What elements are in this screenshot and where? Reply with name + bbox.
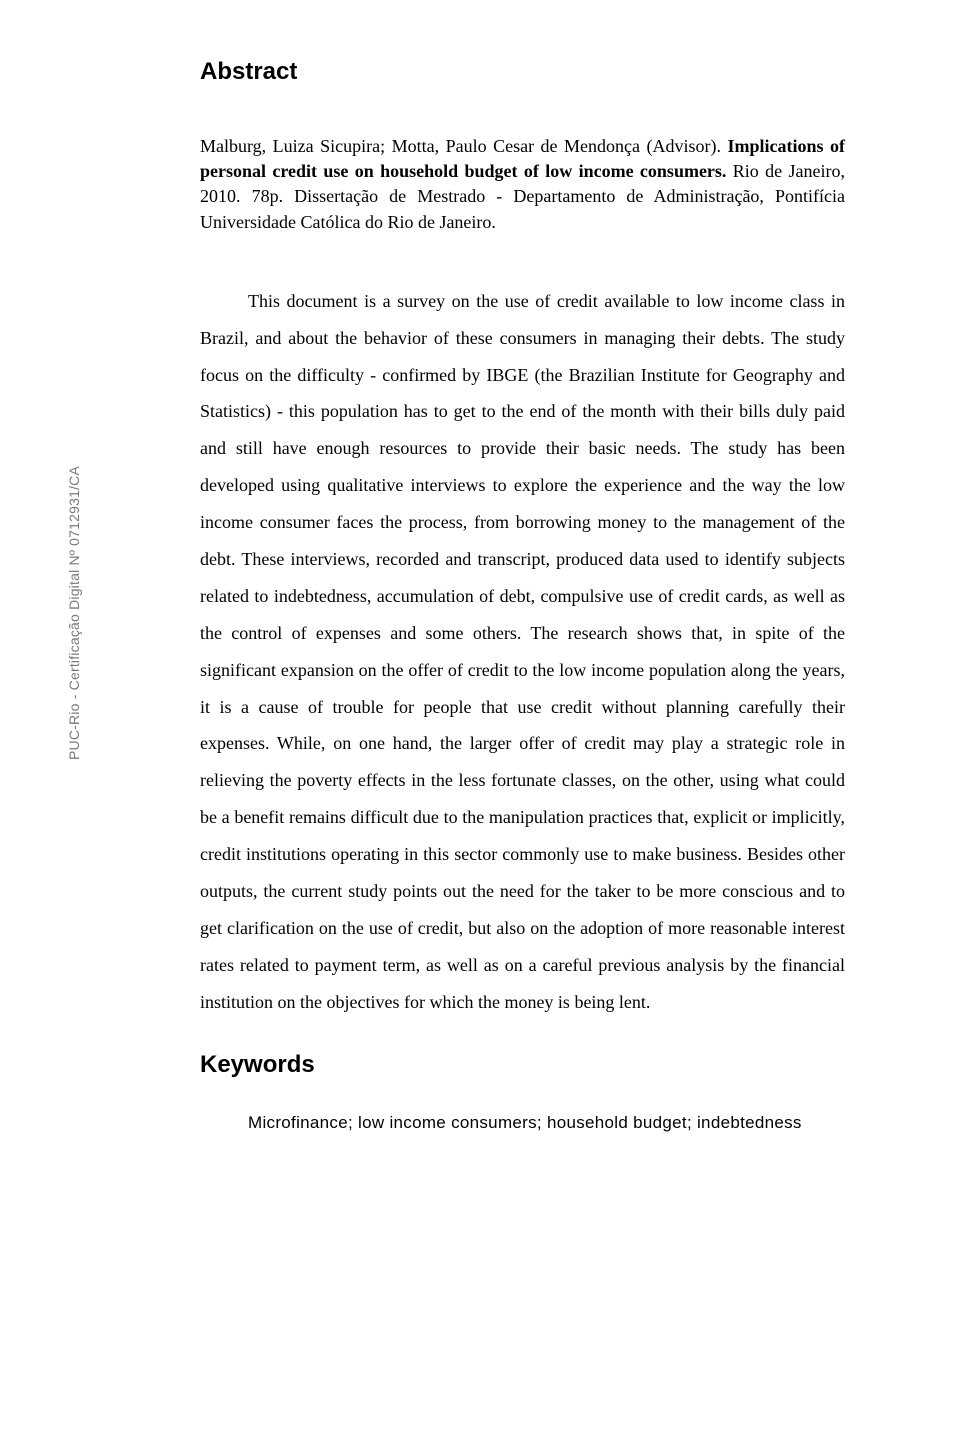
- keywords-list: Microfinance; low income consumers; hous…: [200, 1113, 845, 1133]
- certification-side-label: PUC-Rio - Certificação Digital Nº 071293…: [66, 466, 82, 760]
- abstract-body: This document is a survey on the use of …: [200, 283, 845, 1021]
- keywords-heading: Keywords: [200, 1051, 845, 1079]
- citation-author: Malburg, Luiza Sicupira; Motta, Paulo Ce…: [200, 136, 727, 156]
- abstract-heading: Abstract: [200, 58, 845, 86]
- citation-block: Malburg, Luiza Sicupira; Motta, Paulo Ce…: [200, 134, 845, 235]
